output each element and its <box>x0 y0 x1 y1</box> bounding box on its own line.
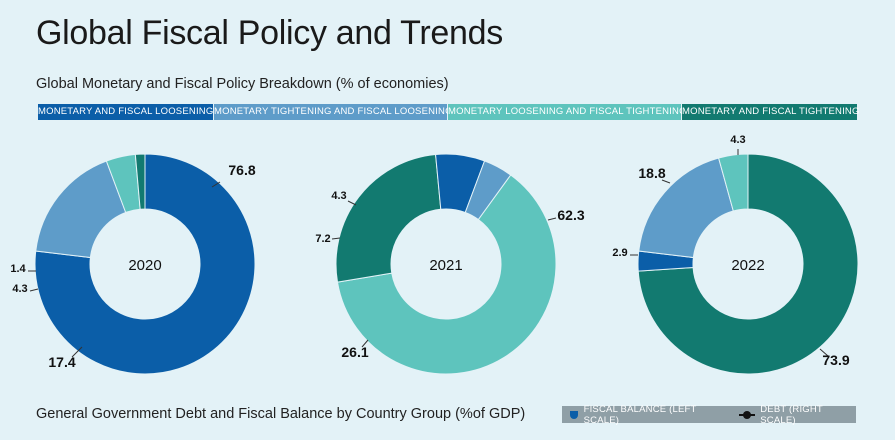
data-label-2022-1: 18.8 <box>638 165 665 181</box>
debt-line-icon <box>739 410 756 419</box>
data-label-2021-2: 62.3 <box>557 207 584 223</box>
data-label-leader <box>361 339 369 348</box>
donut-center-label: 2021 <box>429 257 462 274</box>
data-label-2022-2: 4.3 <box>730 134 745 146</box>
debt-chart-legend: FISCAL BALANCE (LEFT SCALE) DEBT (RIGHT … <box>562 403 856 426</box>
fiscal-balance-label: FISCAL BALANCE (LEFT SCALE) <box>583 403 697 426</box>
donut-charts: 2020 76.8 17.4 4.3 1.4 2021 7.2 4.3 62.3 26.1 2022… <box>10 134 859 375</box>
legend-item-monetary-fiscal-tightening: MONETARY AND FISCAL TIGHTENING <box>682 104 859 120</box>
data-label-leader <box>661 179 671 184</box>
data-label-2020-3: 1.4 <box>10 263 26 275</box>
data-label-2020-2: 4.3 <box>12 283 27 295</box>
debt-chart-title: General Government Debt and Fiscal Balan… <box>36 406 526 422</box>
data-label-2022-0: 2.9 <box>612 247 627 259</box>
donut-center-label: 2020 <box>128 257 161 274</box>
slice-2022-2 <box>717 153 749 212</box>
donut-2022: 2022 2.9 18.8 4.3 73.9 <box>612 134 859 375</box>
slice-2021-2 <box>336 174 557 375</box>
data-label-leader <box>547 217 557 221</box>
data-label-leader <box>211 181 221 188</box>
slice-2022-3 <box>637 153 859 375</box>
slice-2020-0 <box>34 153 256 375</box>
donut-center-label: 2022 <box>731 257 764 274</box>
data-label-leader <box>331 237 341 240</box>
data-label-2020-1: 17.4 <box>48 354 75 370</box>
data-label-2021-3: 26.1 <box>341 344 368 360</box>
donut-2020: 2020 76.8 17.4 4.3 1.4 <box>10 153 256 375</box>
debt-label: DEBT (RIGHT SCALE) <box>760 403 823 426</box>
policy-legend: MONETARY AND FISCAL LOOSENING MONETARY T… <box>38 104 859 120</box>
data-label-2021-0: 7.2 <box>315 233 330 245</box>
slice-2021-3 <box>335 153 442 283</box>
slice-2020-3 <box>134 153 146 210</box>
chart-subtitle: Global Monetary and Fiscal Policy Breakd… <box>36 76 449 92</box>
page-title: Global Fiscal Policy and Trends <box>36 14 503 52</box>
data-label-leader <box>71 346 83 358</box>
data-label-2021-1: 4.3 <box>331 190 346 202</box>
data-label-leader <box>29 288 39 292</box>
slice-2021-1 <box>464 160 512 221</box>
data-label-leader <box>819 348 829 357</box>
donut-2021: 2021 7.2 4.3 62.3 26.1 <box>315 153 585 375</box>
legend-item-monetary-fiscal-loosening: MONETARY AND FISCAL LOOSENING <box>38 104 214 120</box>
legend-item-monetary-loosening-fiscal-tightening: MONETARY LOOSENING AND FISCAL TIGHTENING <box>448 104 686 120</box>
fiscal-balance-icon <box>570 410 578 419</box>
data-label-2022-3: 73.9 <box>822 352 849 368</box>
data-label-2020-0: 76.8 <box>228 162 255 178</box>
legend-item-monetary-tightening-fiscal-loosening: MONETARY TIGHTENING AND FISCAL LOOSENING <box>214 104 452 120</box>
data-label-leader <box>347 200 357 206</box>
